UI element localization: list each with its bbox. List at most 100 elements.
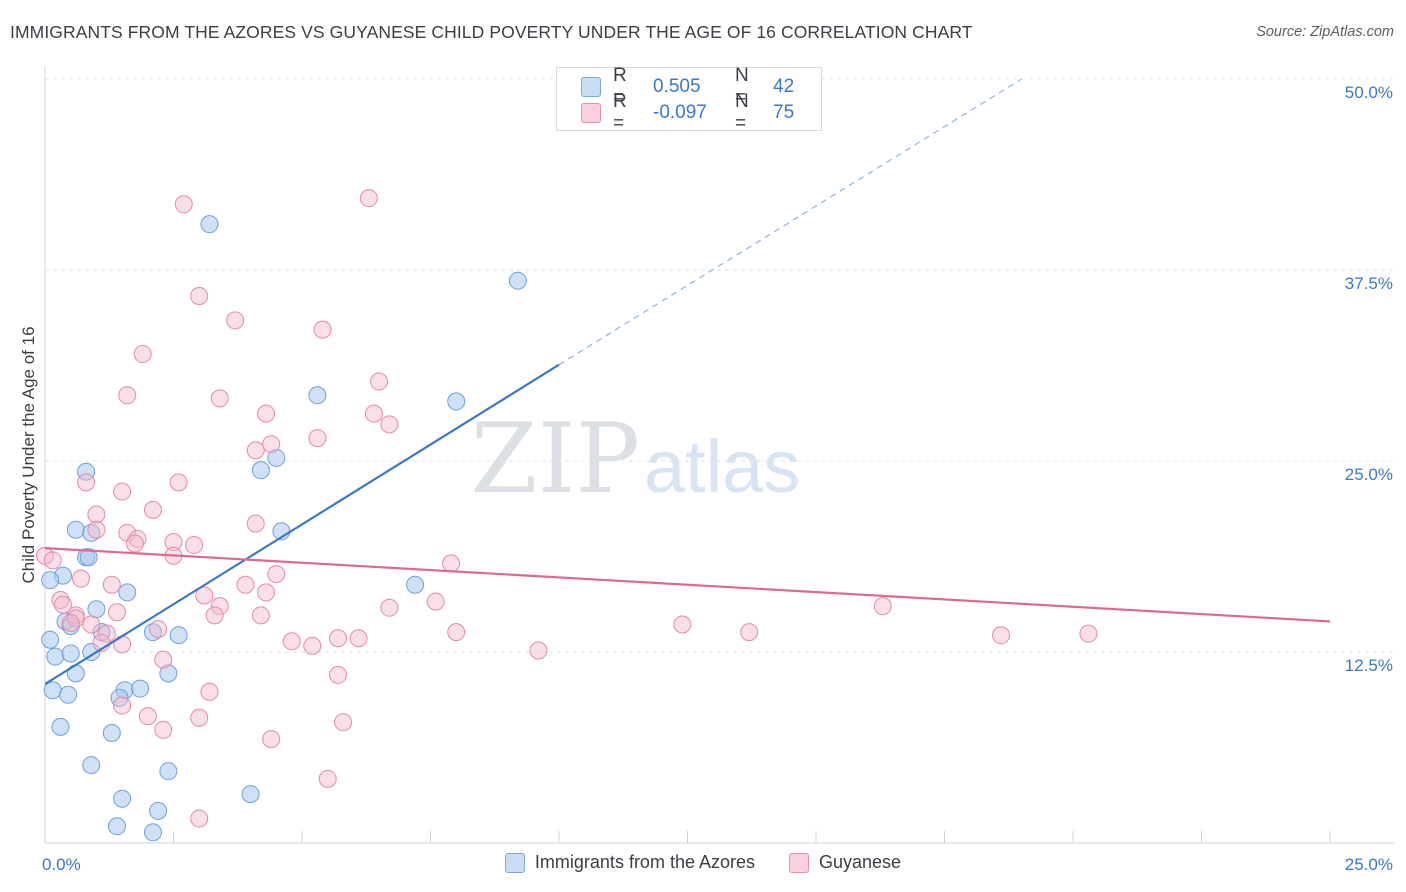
- n-label: N =: [735, 65, 749, 108]
- data-points: [36, 189, 1098, 842]
- y-tick-label: 50.0%: [1345, 83, 1393, 102]
- r-label: R =: [613, 91, 627, 134]
- azores-point: [169, 626, 188, 645]
- guyanese-point: [740, 623, 759, 642]
- azores-point: [143, 623, 162, 642]
- guyanese-point: [118, 523, 137, 542]
- watermark-zip: ZIP: [471, 403, 640, 515]
- guyanese-point: [154, 720, 173, 739]
- guyanese-point: [87, 505, 106, 524]
- guyanese-point: [190, 809, 209, 828]
- guyanese-point: [190, 708, 209, 727]
- azores-point: [200, 215, 219, 234]
- x-tick-label: 0.0%: [42, 855, 81, 874]
- legend-item-guyanese[interactable]: Guyanese: [789, 852, 901, 873]
- guyanese-point: [200, 682, 219, 701]
- guyanese-point: [873, 597, 892, 616]
- guyanese-point: [246, 441, 265, 460]
- azores-point: [149, 801, 168, 820]
- guyanese-point: [313, 320, 332, 339]
- watermark-atlas: atlas: [644, 425, 800, 508]
- guyanese-point: [226, 311, 245, 330]
- guyanese-point: [143, 500, 162, 519]
- trend-lines: [44, 78, 1331, 686]
- azores-point: [447, 392, 466, 411]
- azores-point: [41, 571, 60, 590]
- guyanese-point: [308, 429, 327, 448]
- guyanese-point: [190, 286, 209, 305]
- guyanese-point: [71, 569, 90, 588]
- azores-point: [82, 643, 101, 661]
- guyanese-point: [303, 636, 322, 655]
- guyanese-point: [328, 665, 347, 684]
- r-label: R =: [613, 65, 627, 108]
- n-value: 42: [773, 76, 795, 97]
- guyanese-point: [267, 565, 286, 584]
- guyanese-point: [113, 482, 132, 501]
- guyanese-point: [992, 626, 1011, 645]
- azores-point: [59, 685, 78, 704]
- guyanese-point: [447, 623, 466, 642]
- guyanese-point: [236, 575, 255, 594]
- n-value: 75: [773, 102, 795, 123]
- azores-point: [66, 520, 85, 539]
- guyanese-point: [154, 650, 173, 669]
- y-tick-label: 37.5%: [1345, 274, 1393, 293]
- guyanese-point: [164, 532, 183, 551]
- guyanese-point: [349, 629, 368, 648]
- guyanese-point: [195, 586, 214, 605]
- guyanese-point: [169, 473, 188, 492]
- guyanese-point: [87, 520, 106, 539]
- guyanese-point: [174, 195, 193, 214]
- azores-point: [118, 583, 137, 602]
- guyanese-point: [370, 372, 389, 391]
- guyanese-point: [262, 435, 281, 454]
- guyanese-point: [138, 707, 157, 726]
- legend-label-guyanese: Guyanese: [819, 852, 902, 872]
- azores-point: [267, 448, 286, 467]
- azores-trend-extension: [558, 78, 1022, 366]
- azores-point: [46, 647, 65, 666]
- guyanese-point: [97, 624, 116, 643]
- guyanese-point: [77, 473, 96, 492]
- chart-title: IMMIGRANTS FROM THE AZORES VS GUYANESE C…: [10, 22, 973, 42]
- guyanese-point: [1079, 624, 1098, 643]
- r-value: -0.097: [653, 102, 707, 123]
- legend: Immigrants from the Azores Guyanese: [0, 852, 1406, 873]
- guyanese-point: [257, 583, 276, 602]
- guyanese-point: [185, 536, 204, 555]
- guyanese-point: [364, 404, 383, 423]
- guyanese-point: [113, 696, 132, 715]
- tick-labels: 12.5% 25.0% 37.5% 50.0% 0.0% 25.0%: [42, 83, 1393, 874]
- azores-point: [51, 717, 70, 736]
- azores-point: [102, 723, 121, 742]
- guyanese-point: [113, 635, 132, 654]
- guyanese-point: [246, 514, 265, 533]
- azores-point: [87, 600, 106, 619]
- legend-label-azores: Immigrants from the Azores: [534, 852, 755, 872]
- grid-lines: [45, 78, 1394, 653]
- azores-point: [308, 386, 327, 405]
- legend-item-azores[interactable]: Immigrants from the Azores: [504, 852, 755, 873]
- watermark: ZIP atlas: [471, 403, 801, 515]
- azores-point: [159, 664, 178, 683]
- azores-point: [113, 789, 132, 808]
- guyanese-point: [380, 415, 399, 434]
- guyanese-point: [334, 713, 353, 732]
- guyanese-point: [529, 641, 548, 660]
- azores-point: [82, 756, 101, 775]
- guyanese-point: [61, 613, 80, 632]
- azores-trend-line: [44, 363, 560, 686]
- guyanese-point: [133, 345, 152, 364]
- guyanese-point: [53, 595, 72, 614]
- guyanese-point: [282, 632, 301, 651]
- guyanese-point: [318, 769, 337, 788]
- y-tick-label: 12.5%: [1345, 656, 1393, 675]
- r-value: 0.505: [653, 76, 701, 97]
- stats-swatch-guyanese: [581, 103, 601, 123]
- guyanese-point: [359, 189, 378, 208]
- guyanese-point: [262, 730, 281, 749]
- azores-point: [82, 523, 101, 542]
- guyanese-point: [125, 534, 144, 553]
